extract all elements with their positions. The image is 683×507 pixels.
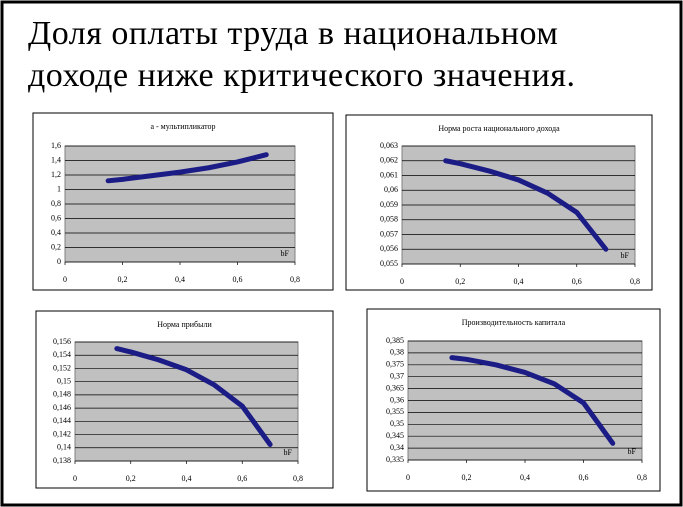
y-tick-label: 0,15 [57, 376, 71, 385]
y-tick-label: 1 [57, 184, 61, 193]
slide-title-line: Доля оплаты труда в национальном [28, 15, 558, 52]
y-tick-label: 0,142 [53, 429, 71, 438]
y-tick-label: 0,4 [51, 228, 61, 237]
y-tick-label: 0,061 [380, 170, 398, 179]
y-tick-label: 0,36 [390, 395, 404, 404]
data-line [105, 152, 269, 184]
chart-title: а - мультипликатор [150, 122, 215, 131]
x-tick-label: 0,4 [514, 277, 524, 286]
y-tick-label: 0,06 [384, 185, 398, 194]
x-axis-label: bF [284, 448, 293, 457]
x-tick-label: 0 [406, 473, 410, 482]
x-tick-label: 0,6 [237, 474, 247, 483]
x-tick-label: 0,4 [182, 474, 192, 483]
x-tick-label: 0 [400, 277, 404, 286]
y-tick-label: 1,2 [51, 170, 61, 179]
x-tick-label: 0,8 [637, 473, 647, 482]
y-tick-label: 0,375 [386, 360, 404, 369]
y-tick-label: 0,35 [390, 419, 404, 428]
y-tick-label: 0,063 [380, 141, 398, 150]
x-tick-label: 0,4 [175, 275, 185, 284]
plot-area [74, 341, 299, 462]
y-tick-label: 0,335 [386, 455, 404, 464]
x-tick-label: 0 [63, 275, 67, 284]
slide-title-line: доходе ниже критического значения. [28, 57, 575, 94]
x-tick-label: 0,6 [579, 473, 589, 482]
y-tick-label: 1,6 [51, 141, 61, 150]
x-tick-label: 0,8 [293, 474, 303, 483]
x-axis-label: bF [628, 447, 637, 456]
y-tick-label: 0,385 [386, 336, 404, 345]
chart-title: Норма роста национального дохода [438, 124, 560, 133]
data-line [443, 158, 609, 252]
y-tick-label: 0,8 [51, 199, 61, 208]
y-tick-label: 0,059 [380, 200, 398, 209]
y-tick-label: 0,056 [380, 244, 398, 253]
data-line [449, 355, 616, 446]
y-tick-label: 1,4 [51, 155, 61, 164]
x-tick-label: 0,2 [455, 277, 465, 286]
y-tick-label: 0,6 [51, 213, 61, 222]
y-tick-label: 0,062 [380, 156, 398, 165]
y-tick-label: 0,154 [53, 350, 71, 359]
x-tick-label: 0,4 [520, 473, 530, 482]
x-tick-label: 0,2 [462, 473, 472, 482]
y-tick-label: 0 [57, 257, 61, 266]
y-tick-label: 0,355 [386, 407, 404, 416]
y-tick-label: 0,058 [380, 215, 398, 224]
data-line [114, 346, 273, 447]
y-tick-label: 0,156 [53, 337, 71, 346]
y-tick-label: 0,38 [390, 348, 404, 357]
x-tick-label: 0 [73, 474, 77, 483]
y-tick-label: 0,138 [53, 456, 71, 465]
x-tick-label: 0,6 [233, 275, 243, 284]
y-tick-label: 0,37 [390, 372, 404, 381]
y-tick-label: 0,055 [380, 259, 398, 268]
y-tick-label: 0,152 [53, 363, 71, 372]
chart-title: Производительность капитала [462, 318, 566, 327]
y-tick-label: 0,057 [380, 229, 398, 238]
x-axis-label: bF [621, 251, 630, 260]
y-tick-label: 0,365 [386, 383, 404, 392]
y-tick-label: 0,144 [53, 416, 71, 425]
x-tick-label: 0,6 [572, 277, 582, 286]
x-tick-label: 0,8 [290, 275, 300, 284]
x-tick-label: 0,2 [126, 474, 136, 483]
y-tick-label: 0,148 [53, 390, 71, 399]
y-tick-label: 0,2 [51, 242, 61, 251]
x-tick-label: 0,8 [630, 277, 640, 286]
x-tick-label: 0,2 [118, 275, 128, 284]
y-tick-label: 0,34 [390, 443, 404, 452]
y-tick-label: 0,345 [386, 431, 404, 440]
y-tick-label: 0,146 [53, 403, 71, 412]
x-axis-label: bF [281, 249, 290, 258]
chart-title: Норма прибыли [157, 320, 212, 329]
y-tick-label: 0,14 [57, 443, 71, 452]
